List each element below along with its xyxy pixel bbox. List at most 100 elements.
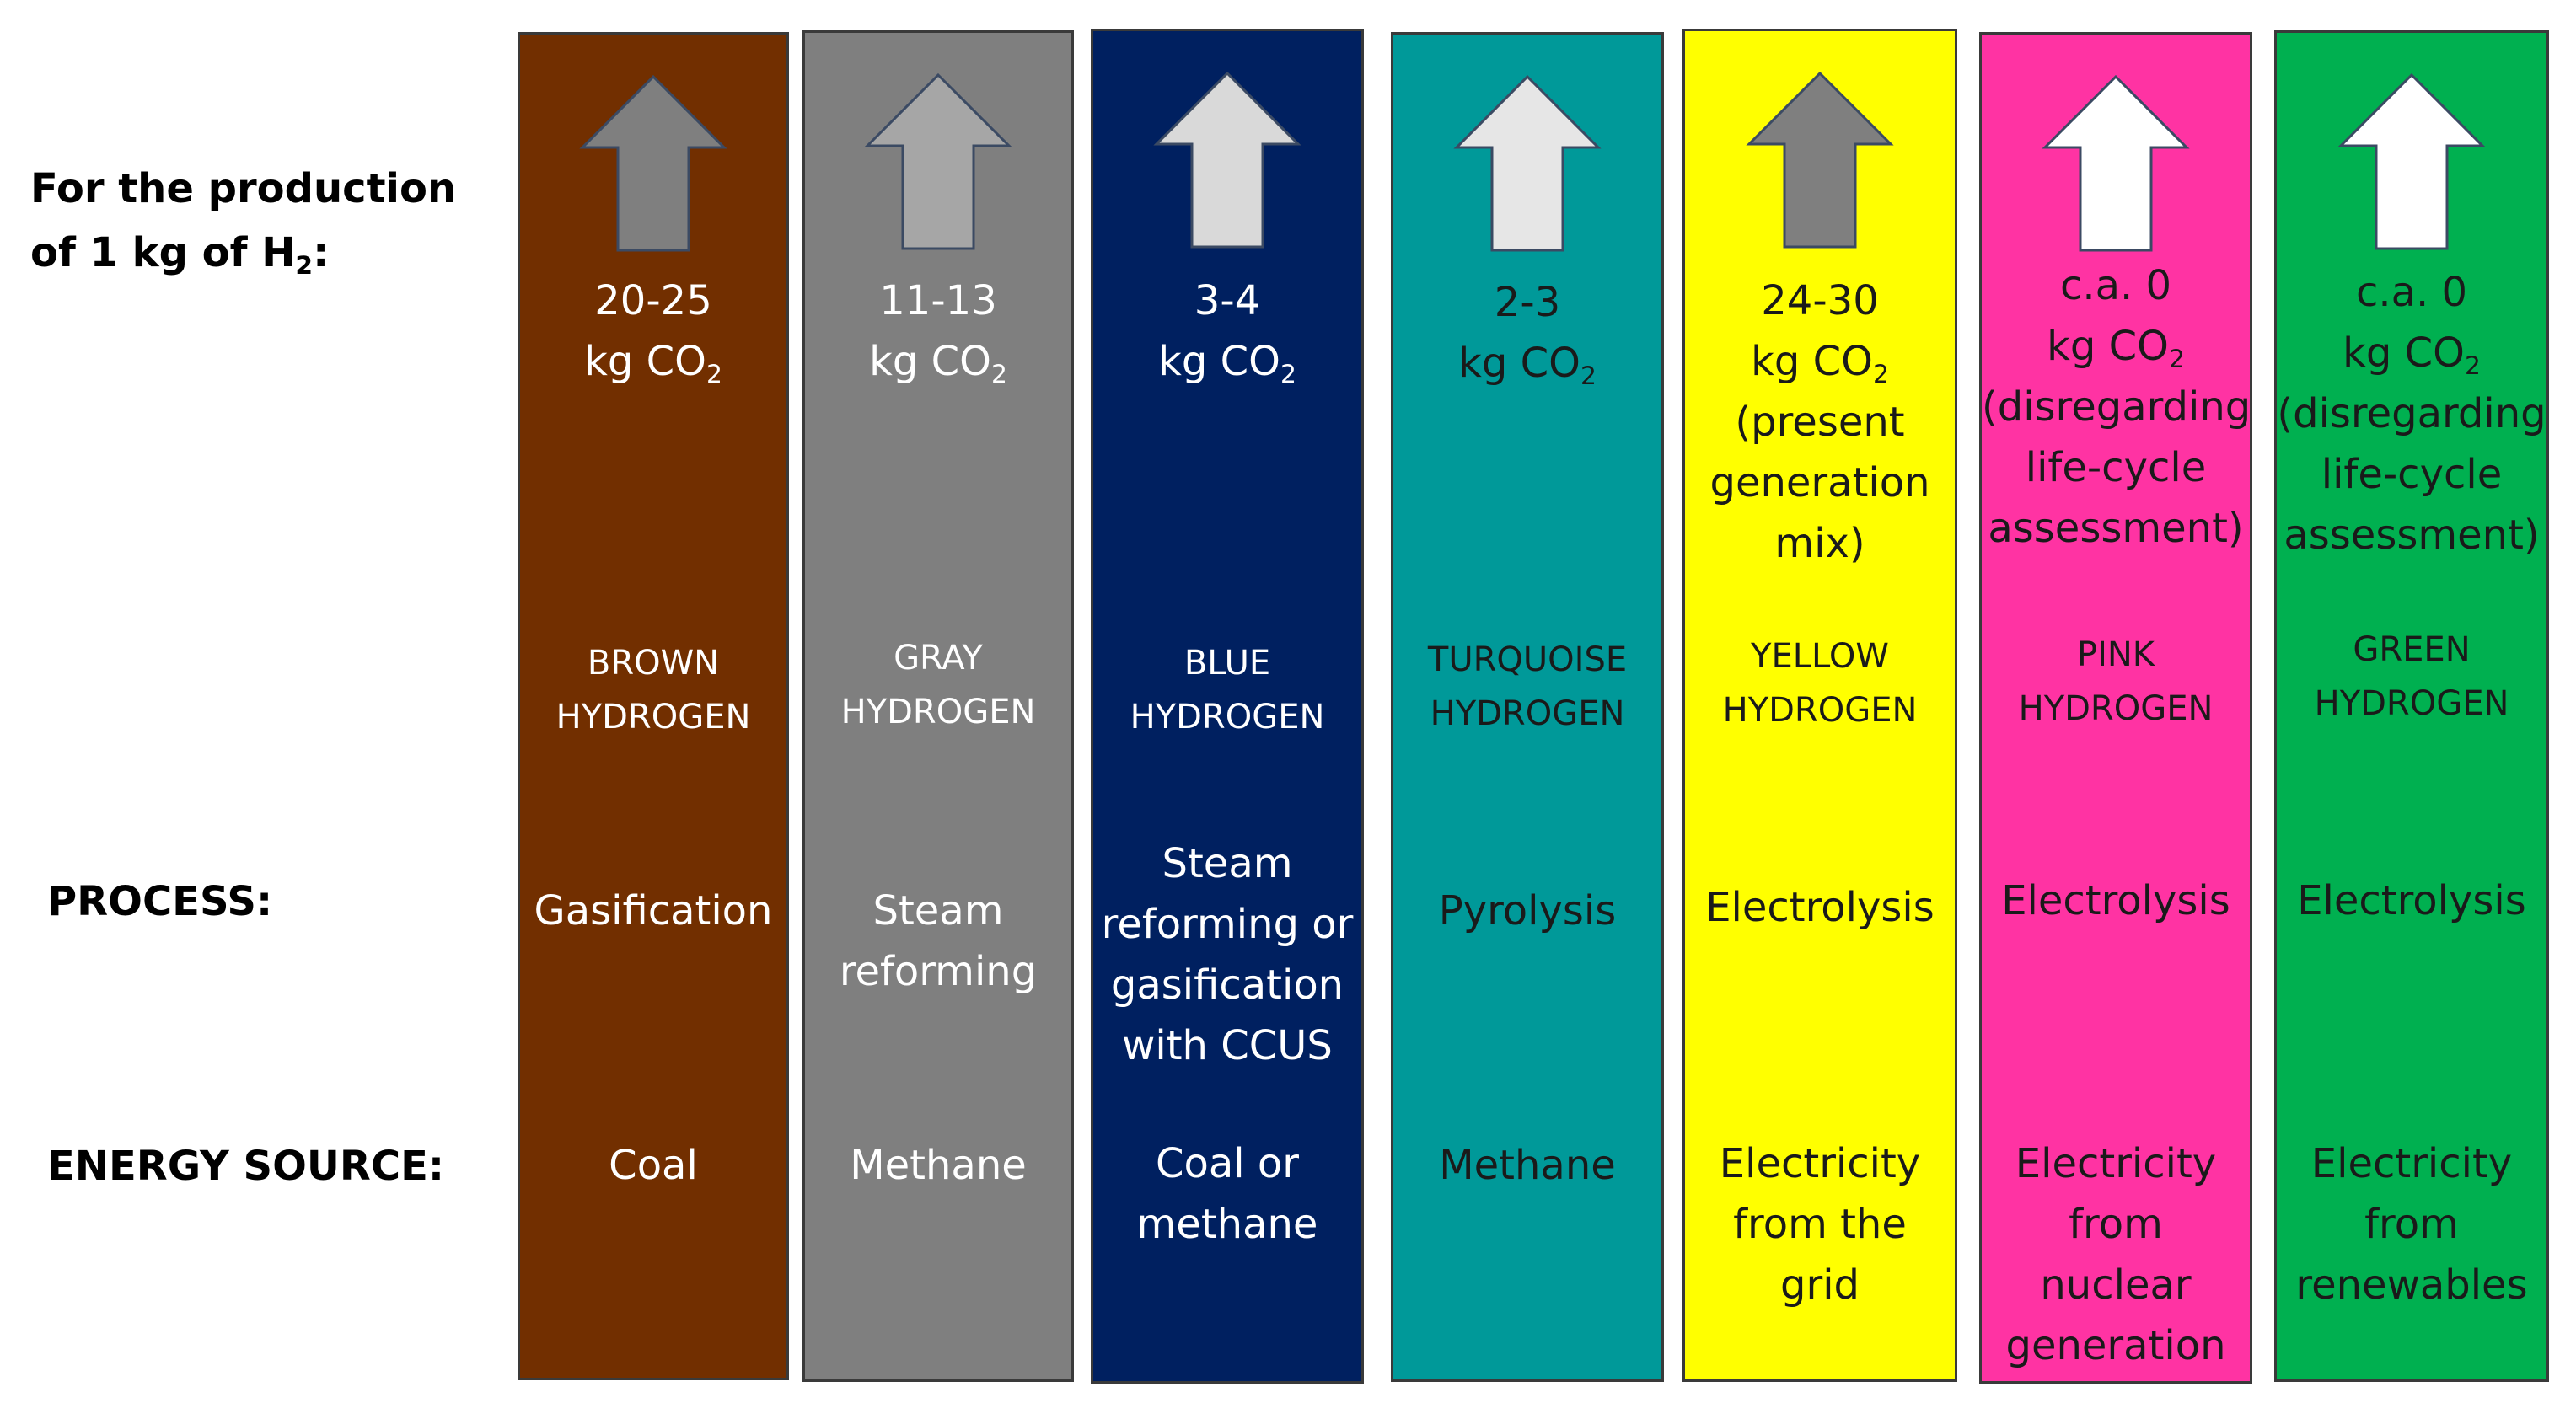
energy-source-line: Electricity <box>2310 1140 2513 1187</box>
energy-source-line: Electricity <box>2015 1140 2217 1187</box>
up-arrow-icon <box>1153 71 1301 249</box>
hydrogen-type-name-line1: YELLOW <box>1751 637 1889 676</box>
emission-unit-text: kg CO <box>2343 329 2465 377</box>
production-basis-line1: For the production <box>30 165 457 212</box>
emission-amount: 20-25 <box>594 277 712 324</box>
hydrogen-type-name: GRAY HYDROGEN <box>805 631 1071 739</box>
hydrogen-column-2: 11-13 kg CO2 GRAY HYDROGEN Steam reforming Met… <box>802 30 1074 1382</box>
energy-source-line: renewables <box>2295 1261 2528 1309</box>
process-line: reforming or <box>1101 901 1354 948</box>
hydrogen-column-3: 3-4 kg CO2 BLUE HYDROGEN Steam reforming or ga… <box>1091 29 1364 1384</box>
hydrogen-type-name-line2: HYDROGEN <box>1430 694 1625 733</box>
emission-unit: kg CO2 <box>2277 323 2546 383</box>
hydrogen-type-name: PINK HYDROGEN <box>1982 628 2250 736</box>
emission-note-line: (present <box>1735 399 1905 446</box>
energy-source-line: nuclear <box>2040 1261 2192 1309</box>
hydrogen-type-name-line1: BROWN <box>587 644 720 683</box>
energy-source-value: Coal or methane <box>1093 1133 1361 1255</box>
emission-amount: 3-4 <box>1194 277 1261 324</box>
hydrogen-type-name-line1: PINK <box>2076 635 2155 674</box>
process-value: Steam reforming or gasification with CCUS <box>1093 833 1361 1076</box>
hydrogen-column-4: 2-3 kg CO2 TURQUOISE HYDROGEN Pyrolysis Metha… <box>1391 32 1664 1382</box>
hydrogen-type-name: BROWN HYDROGEN <box>520 636 786 744</box>
up-arrow-icon <box>1453 74 1602 252</box>
emission-unit-text: kg CO <box>1458 340 1580 387</box>
emission-value: 24-30 kg CO2 (present generation mix) <box>1685 270 1955 574</box>
up-arrow-icon <box>2042 74 2190 252</box>
emission-amount: 2-3 <box>1494 279 1561 326</box>
energy-source-line: Methane <box>850 1142 1027 1189</box>
process-value: Electrolysis <box>1685 877 1955 938</box>
process-line: Electrolysis <box>1705 884 1935 931</box>
process-value: Steam reforming <box>805 881 1071 1002</box>
up-arrow-icon <box>1746 71 1894 249</box>
process-line: Steam <box>872 887 1004 934</box>
process-line: reforming <box>839 948 1038 995</box>
energy-source-value: Methane <box>805 1135 1071 1196</box>
hydrogen-type-name: YELLOW HYDROGEN <box>1685 629 1955 737</box>
emission-note-line: life-cycle <box>2025 444 2207 491</box>
up-arrow-icon <box>579 74 727 252</box>
hydrogen-type-name-line1: GRAY <box>894 639 983 677</box>
process-line: Electrolysis <box>2297 877 2526 924</box>
hydrogen-type-name-line1: BLUE <box>1183 644 1271 683</box>
process-value: Electrolysis <box>2277 870 2546 931</box>
emission-unit-subscript: 2 <box>2168 344 2185 374</box>
production-basis-label: For the production of 1 kg of H2: <box>30 157 456 285</box>
emission-unit: kg CO2 <box>1982 316 2250 377</box>
hydrogen-type-name: TURQUOISE HYDROGEN <box>1393 633 1661 741</box>
emission-amount: 11-13 <box>879 277 997 324</box>
emission-note-line: assessment) <box>2284 511 2540 559</box>
emission-unit-text: kg CO <box>869 338 991 385</box>
energy-source-row-label: ENERGY SOURCE: <box>47 1143 445 1190</box>
emission-value: c.a. 0 kg CO2 (disregarding life-cycle asses… <box>2277 262 2546 565</box>
hydrogen-type-name-line2: HYDROGEN <box>2018 689 2214 728</box>
hydrogen-column-7: c.a. 0 kg CO2 (disregarding life-cycle asses… <box>2274 30 2549 1382</box>
process-value: Gasification <box>520 881 786 941</box>
process-value: Electrolysis <box>1982 870 2250 931</box>
emission-value: 20-25 kg CO2 <box>520 270 786 392</box>
hydrogen-type-name-line2: HYDROGEN <box>555 698 751 736</box>
process-line: gasification <box>1110 961 1344 1009</box>
energy-source-value: Electricity from renewables <box>2277 1133 2546 1315</box>
energy-source-value: Methane <box>1393 1135 1661 1196</box>
process-line: Pyrolysis <box>1438 887 1617 934</box>
process-value: Pyrolysis <box>1393 881 1661 941</box>
hydrogen-type-name-line2: HYDROGEN <box>2314 684 2509 723</box>
emission-unit: kg CO2 <box>1093 331 1361 392</box>
emission-note-line: life-cycle <box>2321 451 2503 498</box>
emission-unit-subscript: 2 <box>2464 351 2481 381</box>
emission-unit-subscript: 2 <box>1872 359 1889 389</box>
energy-source-line: Methane <box>1439 1142 1616 1189</box>
emission-unit-subscript: 2 <box>706 359 722 389</box>
emission-note-line: (disregarding <box>2277 390 2546 437</box>
emission-value: 3-4 kg CO2 <box>1093 270 1361 392</box>
energy-source-value: Electricity from the grid <box>1685 1133 1955 1315</box>
energy-source-line: from the <box>1733 1201 1907 1248</box>
energy-source-line: Coal or <box>1156 1140 1299 1187</box>
energy-source-line: Electricity <box>1719 1140 1921 1187</box>
emission-unit-subscript: 2 <box>990 359 1007 389</box>
process-line: with CCUS <box>1122 1022 1333 1069</box>
hydrogen-column-1: 20-25 kg CO2 BROWN HYDROGEN Gasification Coal <box>518 32 789 1380</box>
hydrogen-type-name-line1: GREEN <box>2353 630 2471 669</box>
hydrogen-type-name-line2: HYDROGEN <box>1130 698 1325 736</box>
emission-unit-text: kg CO <box>584 338 706 385</box>
emission-unit-subscript: 2 <box>1280 359 1296 389</box>
energy-source-line: grid <box>1779 1261 1860 1309</box>
hydrogen-type-name-line2: HYDROGEN <box>840 693 1036 731</box>
emission-note-line: assessment) <box>1988 505 2244 552</box>
emission-unit: kg CO2 <box>805 331 1071 392</box>
hydrogen-column-5: 24-30 kg CO2 (present generation mix) YELLOW H… <box>1682 29 1957 1382</box>
hydrogen-type-name-line2: HYDROGEN <box>1722 691 1918 730</box>
emission-note-line: (disregarding <box>1982 383 2251 431</box>
emission-unit: kg CO2 <box>520 331 786 392</box>
energy-source-value: Coal <box>520 1135 786 1196</box>
energy-source-line: from <box>2069 1201 2163 1248</box>
energy-source-line: generation <box>2005 1322 2226 1369</box>
up-arrow-icon <box>2337 72 2486 250</box>
energy-source-line: methane <box>1136 1201 1318 1248</box>
emission-amount: c.a. 0 <box>2355 269 2468 316</box>
emission-unit-text: kg CO <box>1158 338 1280 385</box>
emission-value: 11-13 kg CO2 <box>805 270 1071 392</box>
